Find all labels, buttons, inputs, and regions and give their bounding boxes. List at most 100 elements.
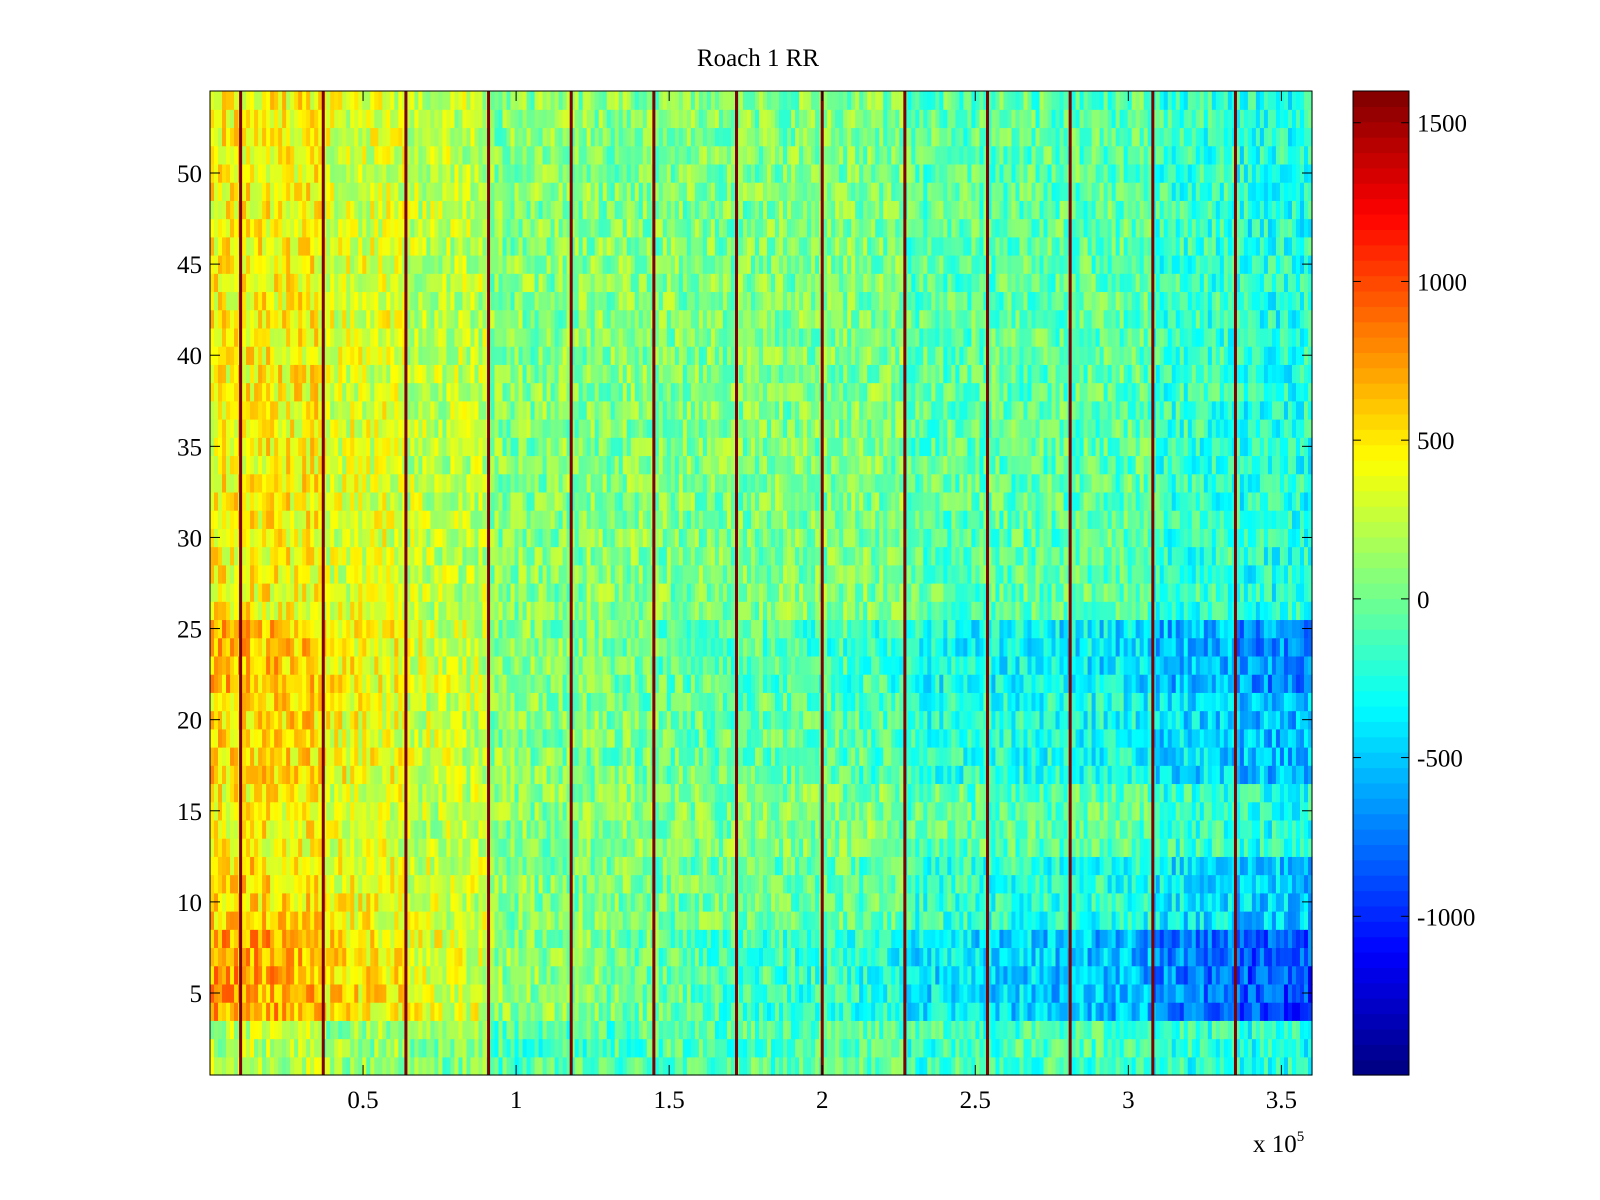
heatmap-cell: [947, 801, 952, 821]
heatmap-cell: [1103, 911, 1109, 930]
heatmap-cell: [991, 892, 997, 912]
heatmap-cell: [1115, 947, 1121, 967]
heatmap-cell: [338, 892, 343, 912]
heatmap-cell: [1055, 783, 1061, 803]
heatmap-cell: [1059, 801, 1065, 821]
heatmap-cell: [1043, 965, 1049, 985]
heatmap-cell: [1259, 929, 1265, 949]
heatmap-cell: [214, 929, 219, 949]
heatmap-cell: [1059, 1056, 1065, 1076]
heatmap-cell: [779, 929, 784, 949]
heatmap-cell: [1111, 983, 1117, 1003]
heatmap-cell: [682, 965, 688, 985]
heatmap-cell: [242, 783, 247, 803]
heatmap-cell: [578, 747, 584, 766]
heatmap-cell: [586, 965, 592, 985]
heatmap-cell: [1275, 838, 1281, 857]
heatmap-cell: [1155, 765, 1161, 785]
heatmap-cell: [1015, 965, 1021, 985]
heatmap-cell: [622, 1002, 628, 1021]
heatmap-cell: [767, 947, 772, 967]
heatmap-cell: [999, 1056, 1005, 1076]
heatmap-cell: [250, 783, 255, 803]
heatmap-cell: [927, 765, 932, 785]
heatmap-cell: [594, 1002, 600, 1021]
heatmap-cell: [1059, 1002, 1065, 1021]
heatmap-cell: [246, 1020, 251, 1040]
heatmap-cell: [979, 874, 985, 894]
heatmap-cell: [682, 783, 688, 803]
heatmap-cell: [234, 1020, 239, 1040]
heatmap-cell: [1011, 929, 1017, 949]
heatmap-cell: [630, 838, 636, 857]
heatmap-cell: [1143, 874, 1149, 894]
heatmap-cell: [799, 1056, 804, 1076]
heatmap-cell: [434, 1038, 440, 1058]
heatmap-cell: [458, 911, 464, 930]
heatmap-cell: [702, 856, 708, 876]
heatmap-cell: [694, 765, 700, 785]
heatmap-cell: [947, 947, 952, 967]
heatmap-cell: [626, 765, 632, 785]
heatmap-cell: [1031, 892, 1037, 912]
heatmap-cell: [374, 874, 379, 894]
heatmap-cell: [574, 1056, 580, 1076]
heatmap-cell: [983, 783, 989, 803]
heatmap-cell: [662, 838, 668, 857]
heatmap-cell: [931, 747, 936, 766]
heatmap-cell: [1179, 765, 1185, 785]
heatmap-cell: [1279, 965, 1285, 985]
heatmap-cell: [670, 965, 676, 985]
heatmap-cell: [879, 965, 884, 985]
heatmap-cell: [666, 1002, 672, 1021]
heatmap-cell: [871, 983, 876, 1003]
heatmap-cell: [1191, 856, 1197, 876]
heatmap-cell: [662, 819, 668, 839]
heatmap-cell: [686, 747, 692, 766]
heatmap-cell: [1251, 892, 1257, 912]
heatmap-cell: [967, 783, 972, 803]
heatmap-cell: [546, 892, 552, 912]
heatmap-cell: [414, 874, 419, 894]
heatmap-cell: [266, 783, 271, 803]
heatmap-cell: [851, 783, 856, 803]
heatmap-cell: [454, 1002, 460, 1021]
heatmap-cell: [278, 983, 283, 1003]
heatmap-cell: [230, 783, 235, 803]
heatmap-cell: [454, 929, 460, 949]
heatmap-cell: [1131, 911, 1137, 930]
heatmap-cell: [522, 947, 528, 967]
heatmap-cell: [787, 874, 792, 894]
heatmap-cell: [1127, 911, 1133, 930]
heatmap-cell: [610, 747, 616, 766]
heatmap-cell: [690, 929, 696, 949]
heatmap-cell: [586, 892, 592, 912]
heatmap-cell: [1143, 801, 1149, 821]
heatmap-cell: [991, 874, 997, 894]
heatmap-cell: [318, 965, 323, 985]
heatmap-cell: [438, 1020, 444, 1040]
heatmap-cell: [706, 783, 712, 803]
heatmap-cell: [947, 892, 952, 912]
heatmap-cell: [282, 965, 287, 985]
heatmap-cell: [546, 1056, 552, 1076]
heatmap-cell: [722, 892, 728, 912]
heatmap-cell: [1115, 819, 1121, 839]
heatmap-cell: [1091, 747, 1097, 766]
heatmap-cell: [1019, 783, 1025, 803]
heatmap-cell: [354, 1038, 359, 1058]
heatmap-cell: [931, 765, 936, 785]
heatmap-cell: [590, 983, 596, 1003]
heatmap-cell: [1015, 929, 1021, 949]
heatmap-cell: [1075, 765, 1081, 785]
heatmap-cell: [258, 783, 263, 803]
heatmap-cell: [670, 747, 676, 766]
heatmap-cell: [1243, 892, 1249, 912]
heatmap-cell: [763, 1056, 768, 1076]
heatmap-cell: [506, 838, 512, 857]
heatmap-cell: [1219, 1038, 1225, 1058]
heatmap-cell: [242, 929, 247, 949]
heatmap-cell: [899, 983, 904, 1003]
heatmap-cell: [1043, 838, 1049, 857]
heatmap-cell: [1103, 747, 1109, 766]
